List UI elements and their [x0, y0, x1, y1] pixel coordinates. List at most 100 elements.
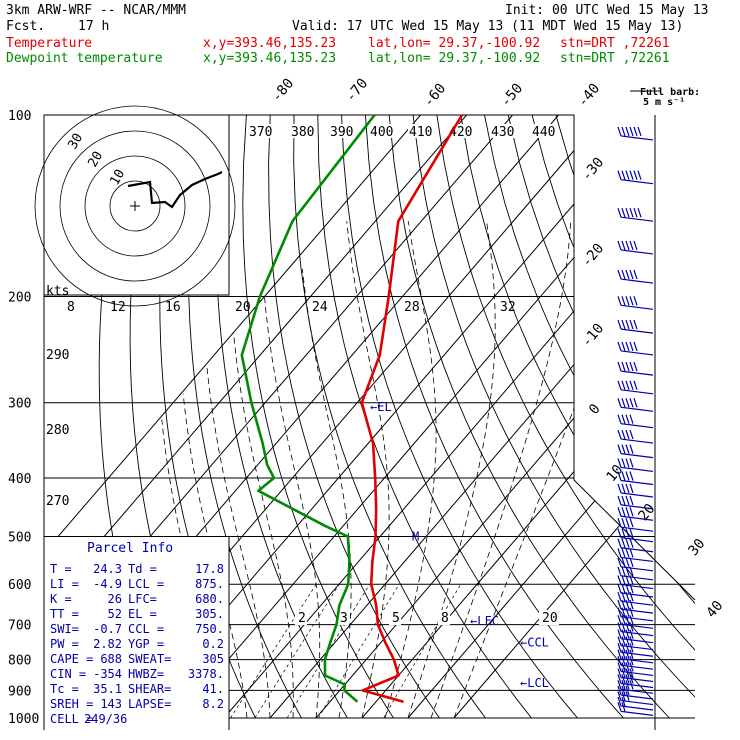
barb-flag: [633, 240, 638, 251]
barb-flag: [629, 483, 634, 494]
dry-adiabat-300: [242, 115, 394, 719]
barb-flag: [629, 583, 634, 594]
barb-flag: [621, 629, 626, 639]
barb-flag: [621, 207, 626, 218]
barb-flag: [617, 643, 622, 653]
hodograph-ring-1: [109, 180, 161, 232]
barb-flag: [617, 296, 622, 306]
barb-flag: [629, 170, 634, 180]
barb-flag: [621, 380, 626, 391]
barb-flag: [625, 126, 630, 137]
wind-barb-270: [617, 361, 654, 376]
hodo-speed-label-8: 8: [67, 300, 75, 315]
barb-shaft: [620, 350, 654, 356]
theta-label-bg-400: [369, 124, 395, 138]
isotherm-label--80: -80: [269, 76, 298, 106]
barb-flag: [625, 414, 630, 424]
parcel-val2-3: 305.: [195, 607, 224, 621]
wind-barb-230: [617, 319, 654, 334]
wind-barb-190: [617, 269, 654, 284]
dewpoint-curve: [240, 115, 376, 703]
parcel-val2-7: 3378.: [188, 667, 224, 681]
barb-shaft: [620, 492, 654, 498]
wind-barb-870: [617, 668, 654, 683]
hodograph-ring-label-30: 30: [65, 131, 86, 152]
barb-flag: [629, 458, 634, 468]
parcel-key-5: PW =: [50, 637, 79, 651]
mixing-label-bg-5: [389, 610, 401, 625]
level-ccl: ←CCL: [520, 636, 549, 650]
hodograph-ring-label-20: 20: [85, 149, 106, 170]
parcel-key-6: CAPE =: [50, 652, 93, 666]
barb-flag: [625, 685, 630, 696]
barb-flag: [625, 517, 630, 528]
wind-barb-330: [617, 414, 654, 429]
barb-shaft: [620, 608, 654, 614]
wind-barb-950: [617, 691, 654, 706]
level-m: M: [412, 529, 419, 543]
barb-flag: [621, 548, 626, 558]
mixing-ratio-label-20: 20: [542, 611, 558, 626]
barb-flag: [629, 398, 634, 408]
barb-flag: [629, 341, 634, 352]
barb-legend-title: Full barb:: [640, 87, 700, 98]
valid-time: Valid: 17 UTC Wed 15 May 13 (11 MDT Wed …: [292, 19, 684, 34]
isotherm-label-30: 30: [685, 536, 708, 559]
wind-barb-290: [617, 380, 654, 395]
barb-flag: [633, 380, 638, 391]
barb-flag: [621, 674, 626, 684]
barb-flag: [617, 170, 622, 180]
barb-flag: [625, 636, 630, 646]
wind-barb-170: [617, 240, 654, 255]
barb-flag: [629, 668, 634, 678]
barb-flag: [625, 296, 630, 306]
barb-flag: [625, 622, 630, 632]
barb-flag: [621, 680, 626, 690]
parcel-val-10: 249/36: [84, 712, 127, 726]
barb-shaft: [620, 249, 654, 255]
level-lcl: ←LCL: [520, 676, 549, 690]
isotherm-label--40: -40: [575, 81, 604, 111]
barb-flag: [629, 615, 634, 625]
barb-flag: [625, 471, 630, 481]
barb-shaft: [620, 453, 654, 459]
barb-flag: [617, 319, 622, 330]
isotherm-label-40: 40: [703, 598, 726, 621]
barb-flag: [621, 296, 626, 306]
barb-shaft: [620, 705, 654, 711]
isotherm--70: [44, 115, 467, 719]
barb-flag: [629, 575, 634, 585]
dry-adiabat-350: [364, 115, 624, 719]
barb-flag: [617, 126, 622, 137]
moist-adiabats: [161, 221, 639, 719]
pressure-label-400: 400: [8, 472, 31, 487]
barb-flag: [621, 662, 626, 672]
parcel-info-box: Parcel Info T = 24.3 Td = 17.8 LI = -4.9 LCL = 8…: [43, 537, 230, 730]
barb-flag: [625, 207, 630, 218]
barb-flag: [629, 662, 634, 672]
parcel-key-8: Tc =: [50, 682, 79, 696]
barb-flag: [621, 517, 626, 528]
pressure-label-500: 500: [8, 530, 31, 545]
barb-flag: [629, 680, 634, 690]
barb-flag: [625, 398, 630, 408]
hodo-speed-label-16: 16: [165, 300, 181, 315]
parcel-val-4: -0.7: [93, 622, 122, 636]
barb-flag: [621, 170, 626, 180]
hodograph-ring-3: [59, 130, 211, 282]
barb-shaft: [620, 676, 654, 683]
barb-shaft: [620, 694, 654, 700]
parcel-key2-9: LAPSE=: [128, 697, 171, 711]
barb-flag: [621, 668, 626, 678]
parcel-val2-8: 41.: [202, 682, 224, 696]
pressure-label-900: 900: [8, 684, 31, 699]
barb-flag: [617, 691, 622, 701]
barb-shaft: [620, 547, 654, 553]
barb-flag: [617, 398, 622, 408]
temperature-curve: [360, 115, 464, 704]
barb-flag: [621, 557, 626, 567]
barb-flag: [621, 702, 626, 712]
dry-adiabat-400: [484, 115, 695, 719]
barb-flag: [617, 269, 622, 280]
